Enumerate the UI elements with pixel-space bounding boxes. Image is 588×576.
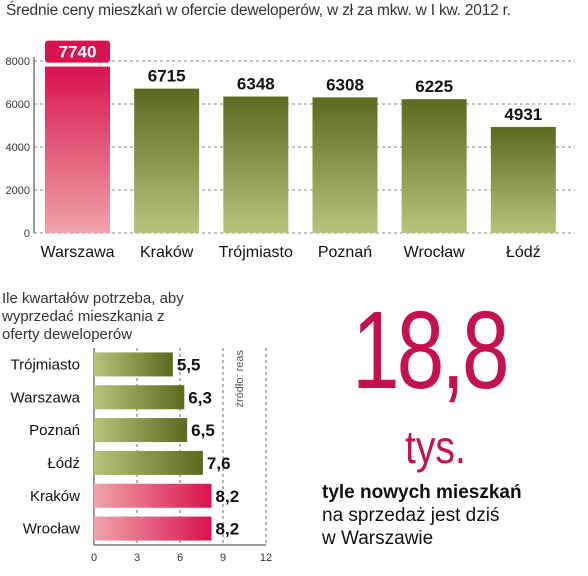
- category-label: Kraków: [30, 488, 80, 505]
- bar: [134, 88, 200, 233]
- bar: [94, 418, 188, 443]
- caption-line-1: tyle nowych mieszkań: [322, 482, 522, 503]
- bar: [94, 352, 173, 377]
- value-label: 8,2: [216, 487, 240, 506]
- bar: [223, 96, 289, 233]
- bar: [45, 66, 110, 233]
- value-label: 7,6: [207, 454, 231, 473]
- category-label: Wrocław: [404, 244, 465, 261]
- category-label: Trójmiasto: [11, 356, 80, 373]
- value-label: 8,2: [216, 520, 240, 539]
- headline-unit: tys.: [405, 421, 466, 473]
- x-tick-label: 0: [91, 552, 97, 564]
- category-label: Warszawa: [40, 244, 114, 261]
- bar: [94, 450, 203, 475]
- bar: [401, 99, 467, 233]
- bar: [312, 97, 378, 234]
- y-tick-label: 6000: [6, 99, 30, 111]
- headline-number: 18,8: [352, 289, 510, 412]
- value-label: 4931: [504, 105, 542, 124]
- bar: [94, 483, 212, 508]
- category-label: Kraków: [140, 244, 194, 261]
- category-label: Warszawa: [11, 389, 81, 406]
- category-label: Trójmiasto: [219, 244, 293, 261]
- value-label: 7740: [59, 43, 97, 62]
- category-label: Poznań: [29, 422, 80, 439]
- y-tick-label: 4000: [6, 142, 30, 154]
- y-tick-label: 0: [24, 228, 30, 240]
- value-label: 6,5: [191, 421, 215, 440]
- category-label: Łódź: [47, 455, 80, 472]
- x-tick-label: 3: [134, 552, 140, 564]
- value-label-bg: [45, 40, 110, 63]
- value-label: 6348: [237, 75, 275, 94]
- value-label: 6,3: [188, 388, 212, 407]
- y-tick-label: 2000: [6, 185, 30, 197]
- x-tick-label: 12: [260, 552, 272, 564]
- bar: [94, 516, 212, 541]
- y-tick-label: 8000: [6, 56, 30, 68]
- chart1-title: Średnie ceny mieszkań w ofercie dewelope…: [6, 2, 511, 19]
- caption-line-3: w Warszawie: [322, 528, 434, 549]
- value-label: 6308: [326, 75, 364, 94]
- source-note: źródło: reas: [234, 350, 246, 408]
- x-tick-label: 6: [177, 552, 183, 564]
- quarters-bar-chart: 0 3 6 9 12 5,5 Trójmiasto 6,3 Warszawa 6,5 Poznań…: [11, 348, 272, 564]
- category-label: Poznań: [318, 244, 372, 261]
- caption-line-2: na sprzedaż jest dziś: [322, 505, 500, 526]
- chart2-title: Ile kwartałów potrzeba, aby wyprzedać mi…: [2, 290, 184, 343]
- price-bar-chart: 0 2000 4000 6000 8000 7740 Warszawa 6715 Kraków…: [6, 40, 575, 261]
- value-label: 6715: [148, 67, 186, 86]
- value-label: 5,5: [177, 355, 201, 374]
- bar: [94, 385, 185, 410]
- x-tick-label: 9: [220, 552, 226, 564]
- headline-caption: tyle nowych mieszkań na sprzedaż jest dz…: [322, 481, 582, 550]
- category-label: Łódź: [506, 244, 541, 261]
- category-label: Wrocław: [23, 521, 80, 538]
- bar: [490, 126, 556, 233]
- value-label: 6225: [415, 77, 453, 96]
